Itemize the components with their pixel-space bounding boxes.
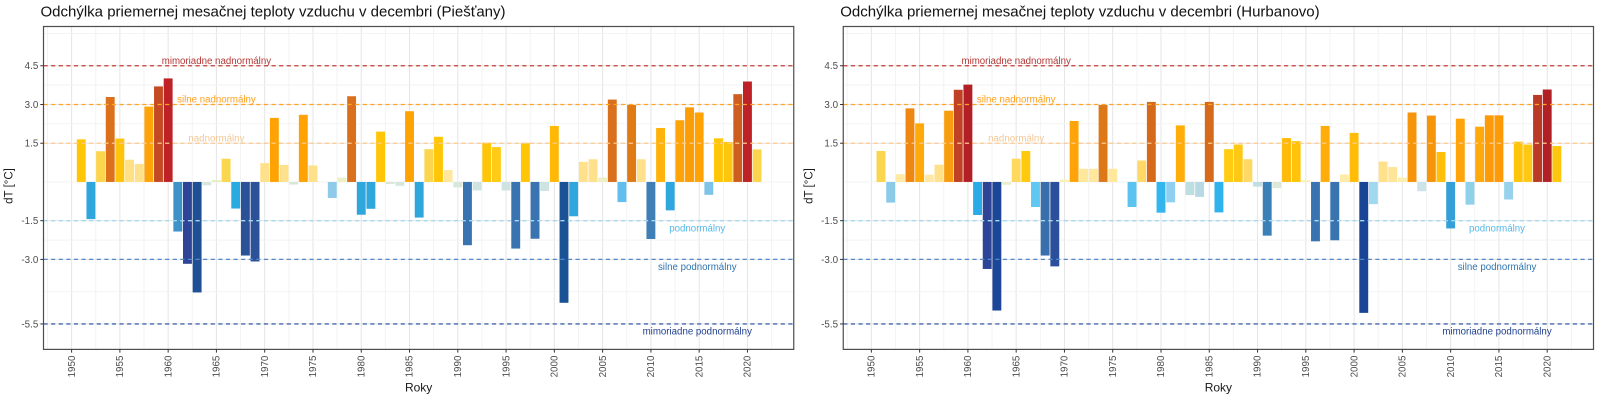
svg-text:1975: 1975 <box>308 355 319 377</box>
svg-text:silne podnormálny: silne podnormálny <box>1458 262 1537 273</box>
svg-text:dT [°C]: dT [°C] <box>803 168 815 204</box>
svg-text:-5.5: -5.5 <box>821 319 838 330</box>
svg-text:-3.0: -3.0 <box>21 255 38 266</box>
svg-text:4.5: 4.5 <box>25 61 39 72</box>
svg-text:2015: 2015 <box>1494 355 1505 377</box>
svg-text:-1.5: -1.5 <box>821 216 838 227</box>
svg-text:Roky: Roky <box>405 381 432 395</box>
svg-text:-5.5: -5.5 <box>21 319 38 330</box>
svg-text:2000: 2000 <box>1349 355 1360 377</box>
svg-text:1950: 1950 <box>67 355 78 377</box>
svg-text:1980: 1980 <box>356 355 367 377</box>
svg-text:1965: 1965 <box>212 355 223 377</box>
svg-text:-3.0: -3.0 <box>821 255 838 266</box>
svg-text:1970: 1970 <box>260 355 271 377</box>
svg-text:1990: 1990 <box>453 355 464 377</box>
svg-text:2010: 2010 <box>646 355 657 377</box>
svg-text:1985: 1985 <box>405 355 416 377</box>
svg-text:1950: 1950 <box>867 355 878 377</box>
svg-text:3.0: 3.0 <box>824 100 838 111</box>
svg-text:1960: 1960 <box>963 355 974 377</box>
svg-text:-1.5: -1.5 <box>21 216 38 227</box>
svg-text:2005: 2005 <box>1398 355 1409 377</box>
svg-text:Roky: Roky <box>1205 381 1232 395</box>
svg-text:silne nadnormálny: silne nadnormálny <box>177 95 256 106</box>
svg-text:4.5: 4.5 <box>824 61 838 72</box>
svg-text:1990: 1990 <box>1253 355 1264 377</box>
svg-text:2020: 2020 <box>743 355 754 377</box>
svg-text:Odchýlka priemernej mesačnej t: Odchýlka priemernej mesačnej teploty vzd… <box>840 4 1319 21</box>
svg-text:1985: 1985 <box>1204 355 1215 377</box>
svg-text:2015: 2015 <box>694 355 705 377</box>
svg-text:1955: 1955 <box>115 355 126 377</box>
svg-text:nadnormálny: nadnormálny <box>188 133 244 144</box>
svg-text:mimoriadne nadnormálny: mimoriadne nadnormálny <box>962 56 1071 67</box>
svg-text:podnormálny: podnormálny <box>669 223 725 234</box>
svg-text:silne nadnormálny: silne nadnormálny <box>977 95 1056 106</box>
svg-text:1965: 1965 <box>1011 355 1022 377</box>
svg-text:mimoriadne nadnormálny: mimoriadne nadnormálny <box>162 56 271 67</box>
svg-text:2020: 2020 <box>1542 355 1553 377</box>
svg-text:mimoriadne podnormálny: mimoriadne podnormálny <box>643 327 752 338</box>
svg-text:2010: 2010 <box>1446 355 1457 377</box>
svg-text:1975: 1975 <box>1108 355 1119 377</box>
svg-text:2000: 2000 <box>550 355 561 377</box>
svg-text:mimoriadne podnormálny: mimoriadne podnormálny <box>1442 327 1551 338</box>
svg-text:1995: 1995 <box>501 355 512 377</box>
svg-text:2005: 2005 <box>598 355 609 377</box>
svg-text:1960: 1960 <box>163 355 174 377</box>
svg-text:Odchýlka priemernej mesačnej t: Odchýlka priemernej mesačnej teploty vzd… <box>41 4 506 21</box>
svg-text:1.5: 1.5 <box>25 139 39 150</box>
svg-text:1970: 1970 <box>1060 355 1071 377</box>
svg-text:podnormálny: podnormálny <box>1469 223 1525 234</box>
svg-text:silne podnormálny: silne podnormálny <box>658 262 737 273</box>
svg-text:dT [°C]: dT [°C] <box>4 168 16 204</box>
svg-text:1955: 1955 <box>915 355 926 377</box>
svg-text:1995: 1995 <box>1301 355 1312 377</box>
svg-text:3.0: 3.0 <box>25 100 39 111</box>
svg-text:nadnormálny: nadnormálny <box>988 133 1044 144</box>
svg-text:1980: 1980 <box>1156 355 1167 377</box>
svg-text:1.5: 1.5 <box>824 139 838 150</box>
